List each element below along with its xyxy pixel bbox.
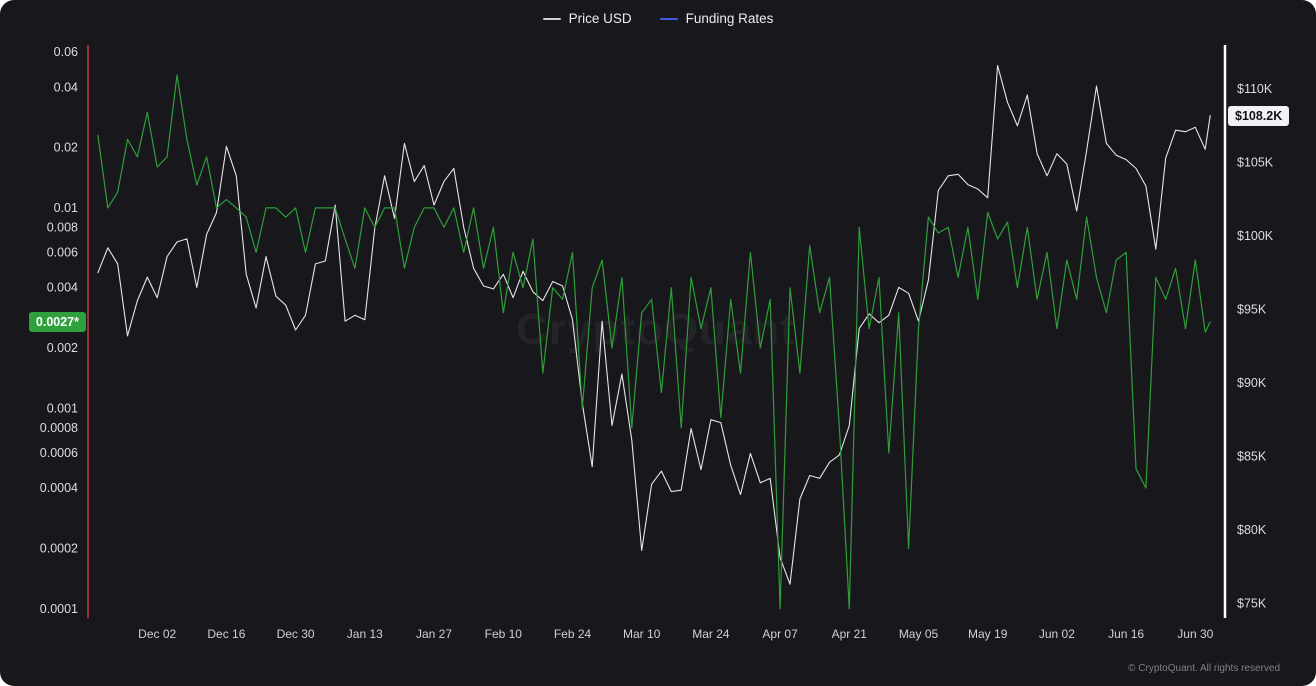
x-axis-tick-label: Mar 24 <box>692 627 730 641</box>
copyright-notice: © CryptoQuant. All rights reserved <box>1128 663 1280 674</box>
left-axis-tick-label: 0.0001 <box>40 602 78 616</box>
x-axis-tick-label: May 19 <box>968 627 1008 641</box>
price-usd-line <box>97 65 1211 585</box>
left-axis-tick-label: 0.02 <box>54 141 78 155</box>
funding-rates-line <box>97 74 1211 610</box>
cryptoquant-watermark: CryptoQuant <box>516 305 796 355</box>
legend-label-funding-rates: Funding Rates <box>685 11 774 26</box>
left-axis-tick-label: 0.004 <box>47 281 78 295</box>
price-series-dash-icon <box>542 17 561 20</box>
left-axis-tick-label: 0.04 <box>54 80 78 94</box>
right-axis-tick-label: $110K <box>1237 82 1273 96</box>
right-axis-tick-label: $75K <box>1237 596 1267 610</box>
right-axis-tick-label: $85K <box>1237 449 1267 463</box>
x-axis-tick-label: Feb 24 <box>554 627 592 641</box>
right-axis-tick-label: $80K <box>1237 523 1267 537</box>
x-axis-tick-label: Jun 02 <box>1039 627 1075 641</box>
x-axis-tick-label: Apr 21 <box>832 627 868 641</box>
funding-rate-current-value-badge: 0.0027* <box>28 311 86 332</box>
legend-item-price-usd[interactable]: Price USD <box>542 11 632 26</box>
left-axis-tick-label: 0.008 <box>47 220 78 234</box>
x-axis-tick-label: Jun 30 <box>1177 627 1213 641</box>
right-axis-tick-label: $100K <box>1237 229 1274 243</box>
x-axis-tick-label: Feb 10 <box>485 627 523 641</box>
left-axis-tick-label: 0.0008 <box>40 421 78 435</box>
right-axis-tick-label: $105K <box>1237 156 1274 170</box>
price-current-value-badge: $108.2K <box>1228 105 1290 126</box>
right-axis-tick-label: $95K <box>1237 302 1267 316</box>
left-axis-tick-label: 0.0006 <box>40 446 78 460</box>
left-axis-tick-label: 0.002 <box>47 341 78 355</box>
plot-area[interactable] <box>88 45 1225 618</box>
right-axis-tick-label: $90K <box>1237 376 1267 390</box>
left-axis-tick-label: 0.0002 <box>40 541 78 555</box>
x-axis-tick-label: Mar 10 <box>623 627 661 641</box>
x-axis-tick-label: Jan 13 <box>347 627 383 641</box>
x-axis-tick-label: Dec 16 <box>207 627 245 641</box>
x-axis-tick-label: Apr 07 <box>762 627 798 641</box>
left-axis-tick-label: 0.01 <box>54 201 78 215</box>
x-axis-tick-label: Dec 30 <box>277 627 315 641</box>
chart-legend: Price USD Funding Rates <box>0 11 1316 26</box>
x-axis-tick-label: Jun 16 <box>1108 627 1144 641</box>
legend-item-funding-rates[interactable]: Funding Rates <box>659 11 774 26</box>
left-axis-tick-label: 0.06 <box>54 45 78 59</box>
left-axis-tick-label: 0.001 <box>47 401 78 415</box>
legend-label-price-usd: Price USD <box>568 11 632 26</box>
x-axis-tick-label: Dec 02 <box>138 627 176 641</box>
left-axis-tick-label: 0.006 <box>47 245 78 259</box>
left-axis-tick-label: 0.0004 <box>40 481 78 495</box>
x-axis-tick-label: May 05 <box>899 627 939 641</box>
funding-series-dash-icon <box>659 17 678 20</box>
x-axis-tick-label: Jan 27 <box>416 627 452 641</box>
